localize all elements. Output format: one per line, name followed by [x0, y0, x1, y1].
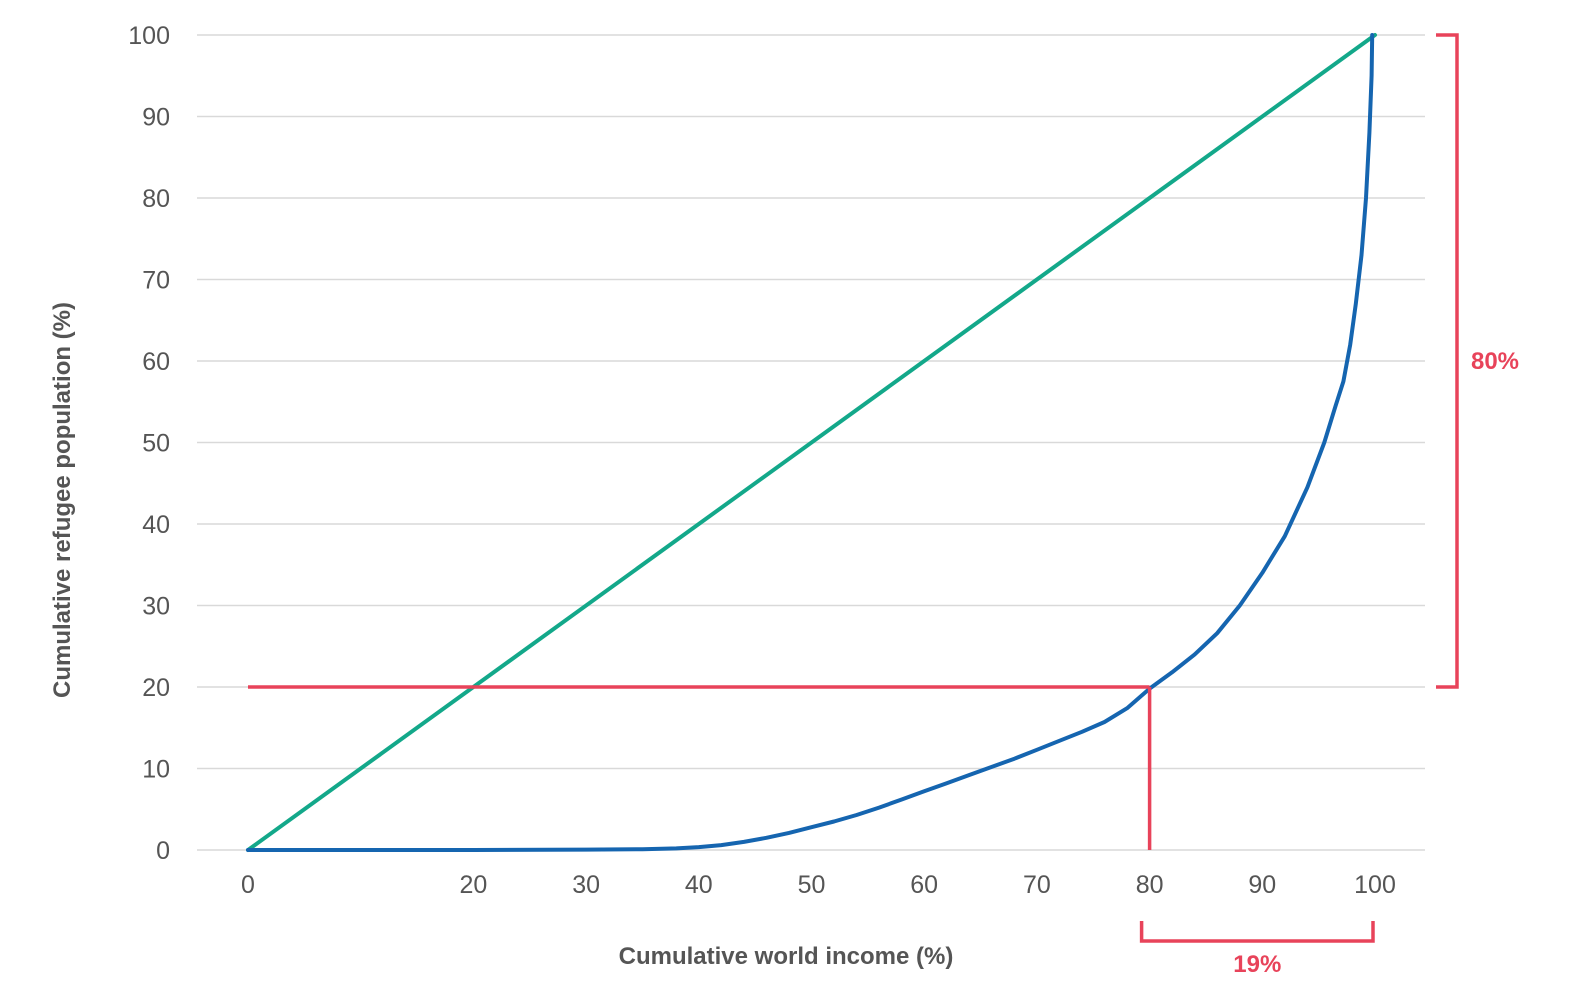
annotations: 80% 19% — [248, 33, 1519, 978]
x-tick-label: 100 — [1354, 871, 1396, 899]
x-axis-ticks: 0 20 30 40 50 60 70 80 90 100 — [241, 871, 1396, 899]
x-tick-label: 90 — [1248, 871, 1276, 899]
x-tick-label: 20 — [459, 871, 487, 899]
x-tick-label: 60 — [910, 871, 938, 899]
y-tick-label: 90 — [142, 104, 170, 132]
y-tick-label: 50 — [142, 430, 170, 458]
x-tick-label: 80 — [1136, 871, 1164, 899]
y-tick-label: 40 — [142, 511, 170, 539]
series-line-lorenz — [246, 33, 1375, 852]
bracket-bottom-label: 19% — [1233, 951, 1281, 978]
y-axis-title: Cumulative refugee population (%) — [49, 302, 76, 698]
x-tick-label: 40 — [685, 871, 713, 899]
y-tick-label: 0 — [156, 837, 170, 865]
x-tick-label: 0 — [241, 871, 255, 899]
y-tick-label: 20 — [142, 674, 170, 702]
y-tick-label: 10 — [142, 756, 170, 784]
bracket-right — [1436, 33, 1459, 689]
x-axis-title: Cumulative world income (%) — [619, 943, 954, 970]
bracket-right-label: 80% — [1471, 348, 1519, 375]
y-tick-label: 80 — [142, 185, 170, 213]
y-tick-label: 30 — [142, 593, 170, 621]
y-tick-label: 100 — [128, 22, 170, 50]
x-tick-label: 50 — [798, 871, 826, 899]
y-tick-label: 70 — [142, 267, 170, 295]
series-line-equality — [246, 33, 1377, 852]
y-axis-ticks: 0 10 20 30 40 50 60 70 80 90 100 — [128, 22, 170, 865]
series-lines — [246, 33, 1377, 852]
bracket-bottom — [1139, 921, 1375, 943]
y-tick-label: 60 — [142, 348, 170, 376]
x-tick-label: 70 — [1023, 871, 1051, 899]
x-tick-label: 30 — [572, 871, 600, 899]
